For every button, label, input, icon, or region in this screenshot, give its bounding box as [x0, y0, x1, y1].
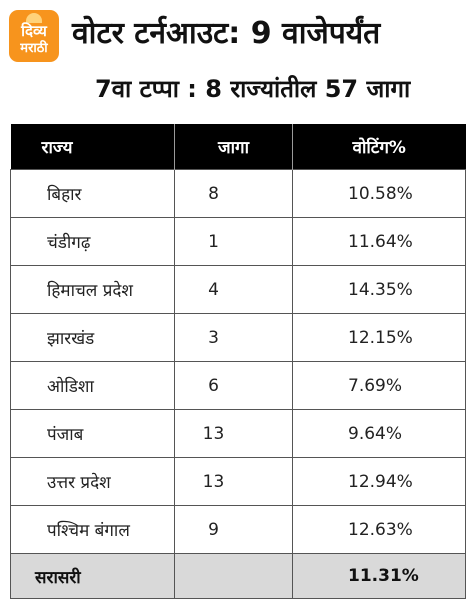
sun-icon — [26, 13, 42, 23]
voting-cell: 9.64% — [292, 409, 466, 458]
header-voting: वोटिंग% — [292, 124, 466, 170]
voting-cell: 12.63% — [292, 505, 466, 554]
state-cell: बिहार — [10, 169, 175, 218]
average-label: सरासरी — [10, 553, 175, 599]
state-cell: हिमाचल प्रदेश — [10, 265, 175, 314]
header-state: राज्य — [10, 124, 175, 170]
page-subtitle: 7वा टप्पा : 8 राज्यांतील 57 जागा — [95, 75, 411, 103]
seats-cell: 8 — [174, 169, 293, 218]
page-title: वोटर टर्नआउट: 9 वाजेपर्यंत — [72, 16, 381, 51]
table-header-row: राज्य जागा वोटिंग% — [10, 124, 466, 170]
voting-cell: 12.94% — [292, 457, 466, 506]
logo-text-line2: मराठी — [20, 41, 48, 56]
logo-text-line1: दिव्य — [21, 22, 47, 40]
voting-cell: 12.15% — [292, 313, 466, 362]
seats-cell: 13 — [174, 409, 293, 458]
voting-cell: 11.64% — [292, 217, 466, 266]
voting-cell: 7.69% — [292, 361, 466, 410]
voting-cell: 10.58% — [292, 169, 466, 218]
seats-cell: 3 — [174, 313, 293, 362]
table-row: पश्चिम बंगाल 9 12.63% — [10, 505, 466, 554]
voting-cell: 14.35% — [292, 265, 466, 314]
table-row: बिहार 8 10.58% — [10, 169, 466, 218]
seats-cell: 1 — [174, 217, 293, 266]
table-row: हिमाचल प्रदेश 4 14.35% — [10, 265, 466, 314]
state-cell: उत्तर प्रदेश — [10, 457, 175, 506]
table-row: उत्तर प्रदेश 13 12.94% — [10, 457, 466, 506]
state-cell: पंजाब — [10, 409, 175, 458]
voter-turnout-table: राज्य जागा वोटिंग% बिहार 8 10.58% चंडीगढ़ 1 1… — [10, 124, 466, 599]
table-row: पंजाब 13 9.64% — [10, 409, 466, 458]
state-cell: पश्चिम बंगाल — [10, 505, 175, 554]
average-voting: 11.31% — [292, 553, 466, 599]
table-row: ओडिशा 6 7.69% — [10, 361, 466, 410]
state-cell: चंडीगढ़ — [10, 217, 175, 266]
divya-marathi-logo: दिव्य मराठी — [9, 10, 59, 62]
seats-cell: 6 — [174, 361, 293, 410]
seats-cell: 4 — [174, 265, 293, 314]
average-row: सरासरी 11.31% — [10, 553, 466, 599]
state-cell: झारखंड — [10, 313, 175, 362]
average-seats — [174, 553, 293, 599]
seats-cell: 13 — [174, 457, 293, 506]
header-seats: जागा — [174, 124, 293, 170]
seats-cell: 9 — [174, 505, 293, 554]
state-cell: ओडिशा — [10, 361, 175, 410]
table-row: झारखंड 3 12.15% — [10, 313, 466, 362]
table-row: चंडीगढ़ 1 11.64% — [10, 217, 466, 266]
